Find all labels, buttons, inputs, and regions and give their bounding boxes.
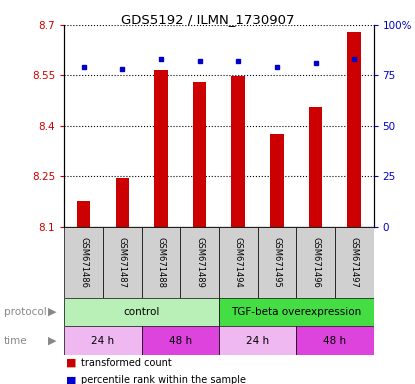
Text: time: time <box>4 336 28 346</box>
Bar <box>142 227 180 298</box>
Bar <box>258 227 296 298</box>
Text: GSM671494: GSM671494 <box>234 237 243 288</box>
Bar <box>64 298 219 326</box>
Bar <box>335 227 374 298</box>
Text: 24 h: 24 h <box>91 336 115 346</box>
Text: TGF-beta overexpression: TGF-beta overexpression <box>231 307 361 317</box>
Bar <box>77 201 90 227</box>
Bar <box>154 70 168 227</box>
Text: GSM671486: GSM671486 <box>79 237 88 288</box>
Bar <box>103 227 142 298</box>
Bar <box>270 134 283 227</box>
Bar <box>296 227 335 298</box>
Text: GSM671488: GSM671488 <box>156 237 166 288</box>
Text: protocol: protocol <box>4 307 47 317</box>
Bar <box>142 326 219 355</box>
Text: GSM671487: GSM671487 <box>118 237 127 288</box>
Bar <box>309 107 322 227</box>
Text: ■: ■ <box>66 358 77 368</box>
Text: 48 h: 48 h <box>323 336 347 346</box>
Text: GSM671495: GSM671495 <box>272 237 281 288</box>
Bar <box>115 178 129 227</box>
Text: 48 h: 48 h <box>169 336 192 346</box>
Text: GSM671497: GSM671497 <box>350 237 359 288</box>
Bar <box>180 227 219 298</box>
Text: percentile rank within the sample: percentile rank within the sample <box>81 375 246 384</box>
Bar <box>232 76 245 227</box>
Text: control: control <box>123 307 160 317</box>
Bar <box>219 326 296 355</box>
Text: 24 h: 24 h <box>246 336 269 346</box>
Bar <box>64 326 142 355</box>
Text: ▶: ▶ <box>48 307 56 317</box>
Bar <box>219 298 374 326</box>
Bar <box>347 31 361 227</box>
Bar <box>296 326 374 355</box>
Bar <box>64 227 103 298</box>
Text: ■: ■ <box>66 375 77 384</box>
Text: GSM671489: GSM671489 <box>195 237 204 288</box>
Text: GDS5192 / ILMN_1730907: GDS5192 / ILMN_1730907 <box>121 13 294 26</box>
Bar <box>193 82 206 227</box>
Text: ▶: ▶ <box>48 336 56 346</box>
Text: GSM671496: GSM671496 <box>311 237 320 288</box>
Text: transformed count: transformed count <box>81 358 172 368</box>
Bar <box>219 227 258 298</box>
